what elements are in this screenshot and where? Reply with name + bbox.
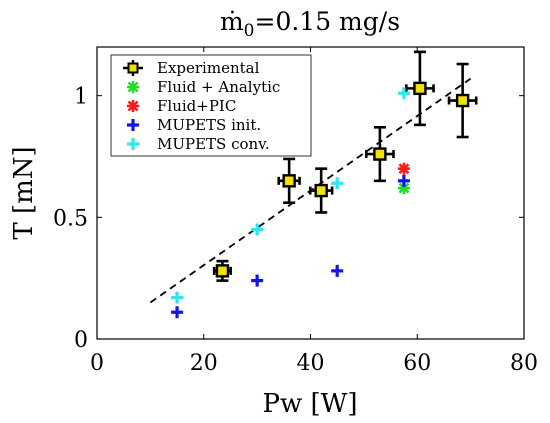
experimental-marker [373,147,387,161]
mupets-conv-point [331,177,344,190]
legend-label: Fluid + Analytic [157,78,280,96]
chart-title: ṁ0=0.15 mg/s [220,7,400,41]
experimental-point [212,259,233,282]
x-tick-label: 20 [190,351,218,376]
title-subscript: 0 [244,21,255,41]
experimental-marker [215,264,230,278]
legend-entry-mupets-init: MUPETS init. [127,116,261,134]
experimental-point [405,50,435,127]
legend-label: MUPETS init. [157,116,261,134]
legend-label: Experimental [157,59,260,77]
experimental-marker [455,93,470,108]
legend-box [110,54,312,157]
y-axis-ticks: 00.51 [53,85,524,353]
x-axis-label: Pw [W] [262,389,357,419]
mupets-init-point [397,174,410,187]
data-marks [171,50,478,319]
mupets-conv-point [171,291,184,304]
x-tick-label: 0 [90,351,104,376]
legend-marker [127,100,139,112]
legend-label: Fluid+PIC [157,97,236,115]
mupets-init-point [251,274,264,287]
legend-entry-fluid-pic: Fluid+PIC [127,97,236,115]
experimental-marker [282,174,296,188]
experimental-point [447,62,478,139]
y-tick-label: 1 [74,85,88,110]
mupets-init-point [171,306,184,319]
legend-entry-experimental: Experimental [123,59,260,77]
experimental-point [364,126,395,183]
mupets-conv-point [251,223,264,236]
mupets-init-point [331,264,344,277]
mupets-conv-point [397,87,410,100]
y-tick-label: 0 [74,328,88,353]
legend-marker [127,62,139,74]
experimental-marker [314,183,328,198]
x-tick-label: 60 [403,351,431,376]
title-mdot: ṁ [220,7,244,36]
legend-marker [127,81,139,93]
experimental-point [277,157,301,205]
x-axis-ticks: 0 20 40 60 80 [90,47,538,376]
experimental-marker [413,81,427,96]
title-value: =0.15 mg/s [255,7,401,36]
y-tick-label: 0.5 [53,206,88,231]
y-axis-label: T [mN] [9,146,39,239]
legend-marker [127,138,139,150]
x-tick-label: 80 [510,351,538,376]
legend-marker [127,119,139,131]
legend-entry-mupets-conv: MUPETS conv. [127,135,270,153]
fluid-analytic-point [397,182,410,195]
legend-entry-fluid-analytic: Fluid + Analytic [127,78,280,96]
x-tick-label: 40 [297,351,325,376]
fluid-pic-point [397,162,410,175]
legend-label: MUPETS conv. [157,135,270,153]
experimental-point [308,167,334,214]
